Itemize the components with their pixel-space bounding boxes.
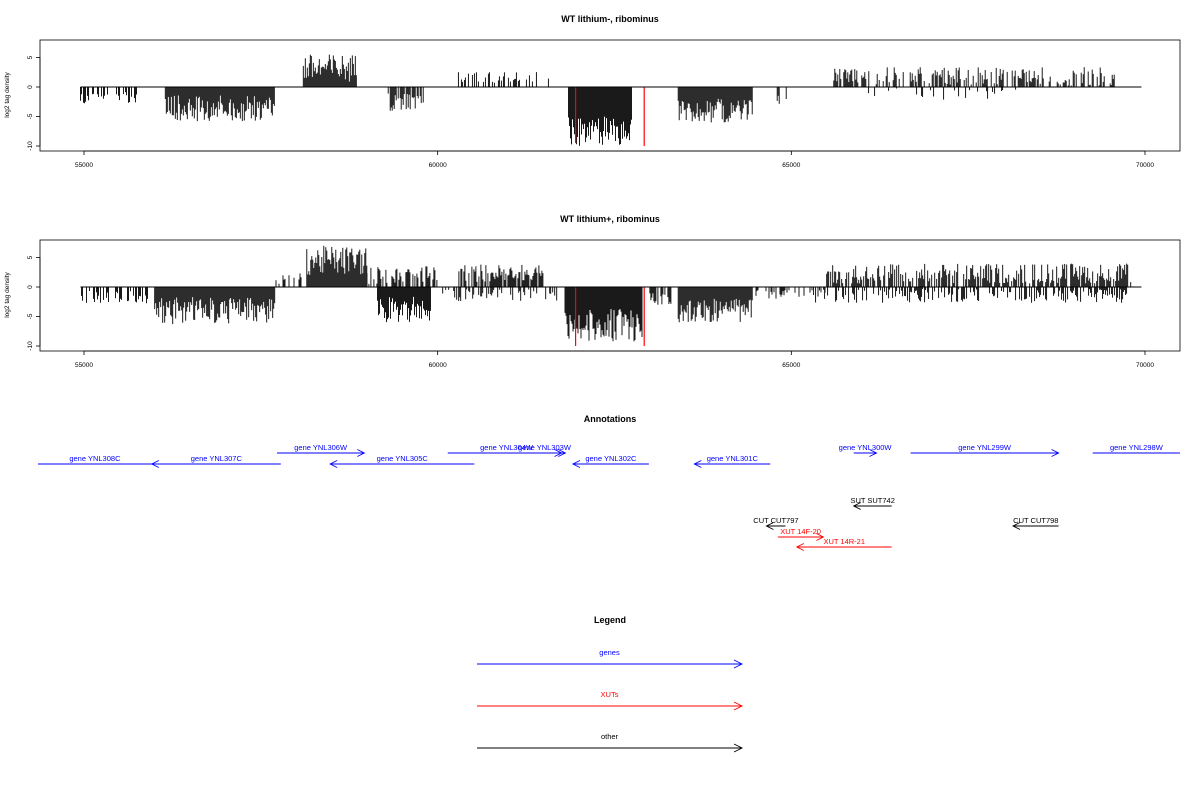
track-lithium-minus-highlights [574,87,645,146]
feature-label: gene YNL298W [1110,443,1164,452]
annotations-panel: Annotations gene YNL308C gene YNL307Cgene… [38,414,1180,551]
x-tick-label: 70000 [1136,362,1154,369]
feature-label: gene YNL302C [585,454,637,463]
annotation-feature: gene YNL308C [38,454,152,465]
feature-label: gene YNL304W [480,443,534,452]
track-lithium-plus: WT lithium+, ribominus log2 tag density … [4,214,1181,369]
arrow-right-icon [816,533,825,541]
annotation-feature: gene YNL298W [1092,443,1180,454]
feature-label: SUT SUT742 [850,496,894,505]
track-lithium-minus-bars [80,54,1115,146]
track-lithium-plus-title: WT lithium+, ribominus [560,214,660,224]
track-lithium-plus-y-axis: -10 -5 0 5 [27,255,41,351]
x-tick-label: 60000 [429,162,447,169]
legend-items: genes XUTs other [477,648,744,753]
track-lithium-minus-y-axis: -10 -5 0 5 [27,55,41,151]
track-lithium-minus-x-axis: 55000 60000 65000 70000 [75,150,1154,169]
annotation-feature: SUT SUT742 [850,496,895,510]
arrow-right-icon [1051,449,1060,457]
legend-item: XUTs [477,690,744,711]
annotation-feature: gene YNL306W [277,443,366,457]
annotation-feature: gene YNL305C [329,454,475,468]
legend-item-label: XUTs [601,690,619,699]
y-tick-label: -10 [27,341,34,351]
y-tick-label: 5 [27,55,34,59]
track-lithium-plus-x-axis: 55000 60000 65000 70000 [75,350,1154,369]
arrow-left-icon [852,502,861,510]
y-tick-label: -5 [27,113,34,119]
track-lithium-plus-ylabel: log2 tag density [4,271,11,317]
y-tick-label: -5 [27,313,34,319]
track-lithium-plus-highlights [574,287,645,346]
arrow-left-icon [693,460,702,468]
feature-label: gene YNL301C [707,454,759,463]
track-lithium-minus-title: WT lithium-, ribominus [561,14,659,24]
x-tick-label: 70000 [1136,162,1154,169]
x-tick-label: 65000 [782,362,800,369]
feature-label: XUT 14R-21 [823,537,865,546]
legend-item: genes [477,648,744,669]
arrow-right-icon [357,449,366,457]
y-tick-label: 5 [27,255,34,259]
y-tick-label: 0 [27,285,34,289]
feature-label: gene YNL307C [191,454,243,463]
legend-item-label: genes [599,648,620,657]
legend-title: Legend [594,615,626,625]
feature-label: gene YNL305C [377,454,429,463]
arrow-right-icon [733,659,744,669]
feature-label: gene YNL299W [958,443,1012,452]
legend: Legend genes XUTs other [477,615,744,753]
arrow-left-icon [765,522,774,530]
feature-label: CUT CUT797 [753,516,798,525]
feature-label: gene YNL308C [69,454,121,463]
y-tick-label: -10 [27,141,34,151]
feature-label: XUT 14F-20 [780,527,821,536]
annotation-feature: gene YNL302C [571,454,649,468]
annotation-feature: CUT CUT798 [1012,516,1059,530]
annotation-feature: gene YNL301C [693,454,771,468]
annotations-title: Annotations [584,414,637,424]
x-tick-label: 55000 [75,362,93,369]
annotation-feature: XUT 14R-21 [795,537,892,551]
track-lithium-plus-bars [81,245,1132,342]
annotation-feature: CUT CUT797 [753,516,799,530]
y-tick-label: 0 [27,85,34,89]
feature-label: gene YNL306W [294,443,348,452]
annotation-feature: gene YNL299W [910,443,1060,457]
arrow-left-icon [795,543,805,551]
track-lithium-minus-ylabel: log2 tag density [4,71,11,117]
arrow-left-icon [1012,522,1021,530]
annotation-feature: XUT 14F-20 [777,527,825,541]
arrow-right-icon [554,449,563,457]
annotation-features: gene YNL308C gene YNL307C gene YNL306W gene… [38,443,1180,551]
x-tick-label: 55000 [75,162,93,169]
x-tick-label: 65000 [782,162,800,169]
feature-label: gene YNL303W [518,443,572,452]
arrow-right-icon [869,449,878,457]
track-lithium-minus: WT lithium-, ribominus log2 tag density … [4,14,1181,169]
arrow-right-icon [558,449,567,457]
feature-label: gene YNL300W [839,443,893,452]
arrow-left-icon [329,460,338,468]
arrow-left-icon [571,460,581,468]
annotation-feature: gene YNL303W [518,443,572,457]
feature-label: CUT CUT798 [1013,516,1058,525]
legend-item: other [477,732,744,753]
arrow-right-icon [733,701,744,711]
arrow-right-icon [733,743,744,753]
annotation-feature: gene YNL307C [150,454,281,468]
arrow-left-icon [150,460,160,468]
legend-item-label: other [601,732,619,741]
annotation-feature: gene YNL300W [839,443,893,457]
x-tick-label: 60000 [429,362,447,369]
